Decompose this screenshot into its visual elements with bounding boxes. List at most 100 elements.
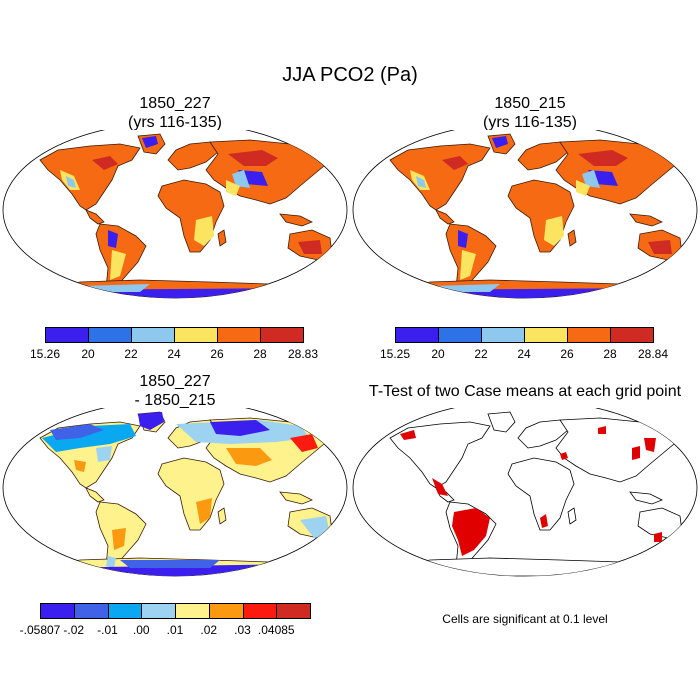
panel1-title-line1: 1850_227 (139, 95, 211, 112)
region-andes-low (458, 230, 468, 248)
panel1-title-line2: (yrs 116-135) (128, 114, 222, 131)
colorbar-panel1: 15.26 20 22 24 26 28 28.83 (30, 327, 318, 363)
region-antarctica-mid-negative (120, 560, 220, 568)
region-middle-east-mid (576, 180, 590, 196)
figure-title: JJA PCO2 (Pa) (282, 64, 418, 86)
sig-south-america (452, 508, 490, 556)
region-west-na-low (66, 176, 76, 188)
colorbar-label: 28 (603, 347, 617, 361)
colorbar-label: 26 (560, 347, 574, 361)
region-east-na-small (96, 446, 112, 462)
colorbar-swatch (174, 327, 218, 343)
colorbar-swatch (217, 327, 261, 343)
colorbar-label: -.02 (63, 623, 85, 637)
sig-east-asia-1 (632, 446, 640, 460)
colorbar-label: 22 (124, 347, 138, 361)
colorbar-label: 28 (253, 347, 267, 361)
region-north-america-high (442, 156, 468, 170)
region-andes-low (108, 230, 118, 248)
panel2-title-line1: 1850_215 (494, 95, 566, 112)
map-panel-1850-215 (352, 130, 698, 299)
colorbar-label: 24 (517, 347, 531, 361)
region-greenland-negative (138, 412, 164, 430)
panel2-title: 1850_215 (yrs 116-135) (430, 94, 630, 132)
colorbar-label: 22 (474, 347, 488, 361)
region-middle-east-mid (226, 180, 240, 196)
colorbar-label: 28.83 (287, 347, 319, 361)
panel3-title-line2: - 1850_215 (134, 392, 216, 409)
colorbar-label: -.01 (97, 623, 118, 637)
region-antarctica-low (390, 288, 650, 298)
map-panel-difference (2, 408, 348, 577)
colorbar-label: 26 (210, 347, 224, 361)
sig-southern-africa (540, 514, 548, 528)
region-australia-high (298, 240, 322, 254)
significance-note: Cells are significant at 0.1 level (442, 612, 608, 626)
panel4-title-line1: T-Test of two Case means at each grid po… (368, 383, 682, 400)
colorbar-swatch (524, 327, 568, 343)
region-south-america-positive (112, 528, 126, 550)
region-central-asia-positive (226, 448, 272, 466)
colorbar-label: .01 (166, 623, 184, 637)
colorbar-label: .04085 (257, 623, 295, 637)
colorbar-swatch (175, 603, 210, 619)
colorbar-label: -.05807 (19, 623, 61, 637)
colorbar-swatch (73, 603, 109, 619)
region-southern-africa-mid (544, 216, 564, 246)
sig-alaska (400, 430, 416, 440)
colorbar-label: 15.26 (29, 347, 61, 361)
sig-central-america (432, 478, 448, 496)
colorbar-swatch (131, 327, 175, 343)
region-australia-high (648, 240, 672, 254)
panel1-title: 1850_227 (yrs 116-135) (75, 94, 275, 132)
colorbar-swatch (141, 603, 176, 619)
colorbar-swatch (276, 603, 311, 619)
colorbar-swatch (208, 603, 244, 619)
colorbar-label: .02 (200, 623, 218, 637)
colorbar-label: 20 (431, 347, 445, 361)
colorbar-swatch (438, 327, 482, 343)
sig-east-asia-2 (644, 438, 656, 452)
colorbar-swatch (242, 603, 278, 619)
panel3-title: 1850_227 - 1850_215 (75, 372, 275, 410)
region-central-na-positive (74, 460, 86, 472)
region-greenland-low (142, 136, 158, 148)
colorbar-swatch (567, 327, 611, 343)
colorbar-label: .03 (234, 623, 251, 637)
region-east-asia-positive (290, 434, 318, 452)
colorbar-swatch (610, 327, 654, 343)
colorbar-label: 28.84 (637, 347, 669, 361)
map-panel-ttest (352, 408, 698, 577)
colorbar-panel3: -.05807 -.02 -.01 .00 .01 .02 .03 .04085 (20, 603, 311, 639)
sig-siberia (598, 426, 606, 434)
colorbar-label: 20 (81, 347, 95, 361)
region-west-na-low (416, 176, 426, 188)
colorbar-swatch (45, 327, 89, 343)
map-panel-1850-227 (2, 130, 348, 299)
region-greenland-low (492, 136, 508, 148)
panel4-title: T-Test of two Case means at each grid po… (350, 382, 700, 401)
region-central-asia-mid (232, 170, 250, 188)
region-east-australia-negative (300, 516, 330, 538)
colorbar-label: 24 (167, 347, 181, 361)
colorbar-swatch (107, 603, 143, 619)
region-south-america-mid (460, 250, 476, 280)
colorbar-label: .00 (132, 623, 150, 637)
region-south-america-mid (110, 250, 126, 280)
colorbar-swatch (260, 327, 304, 343)
panel3-title-line1: 1850_227 (139, 373, 211, 390)
colorbar-panel2: 15.25 20 22 24 26 28 28.84 (380, 327, 668, 363)
region-arctic-na-negative (50, 424, 104, 440)
region-north-na-negative (42, 424, 136, 452)
region-siberia-negative (210, 420, 270, 436)
region-north-america-high (92, 156, 118, 170)
sig-middle-east (560, 452, 568, 460)
region-central-asia-mid (582, 170, 600, 188)
region-siberia-high (228, 150, 278, 166)
region-southern-africa-positive (196, 498, 212, 524)
colorbar-swatch (40, 603, 75, 619)
region-antarctica-low (40, 288, 300, 298)
region-siberia-high (578, 150, 628, 166)
region-southern-africa-mid (194, 216, 214, 246)
sig-australia (654, 532, 662, 542)
